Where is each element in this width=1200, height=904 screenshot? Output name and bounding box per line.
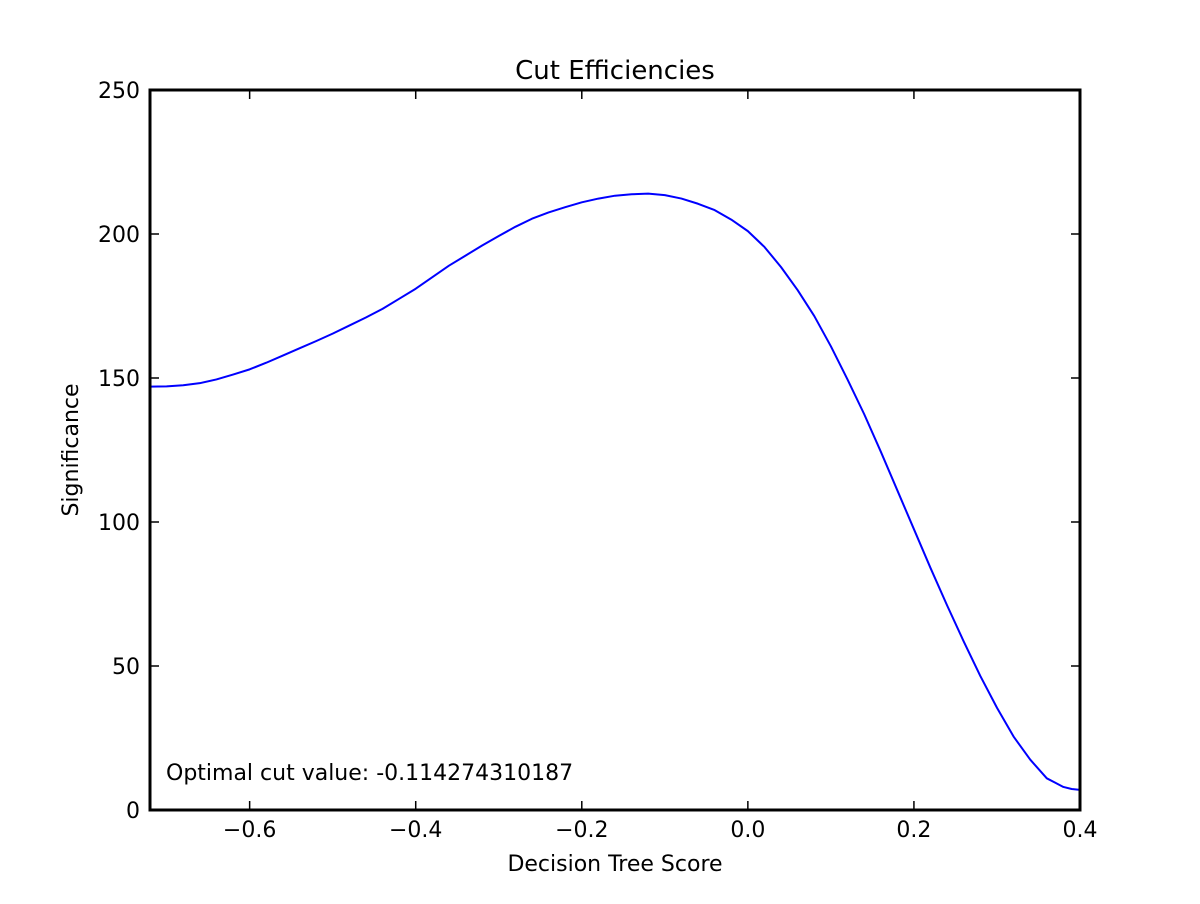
axes-frame bbox=[148, 88, 1082, 812]
y-tick-label: 150 bbox=[98, 367, 140, 392]
y-tick-labels: 0 50 100 150 200 250 bbox=[98, 79, 140, 824]
x-axis-label: Decision Tree Score bbox=[507, 852, 722, 877]
plot-area bbox=[148, 88, 1082, 812]
series-line bbox=[149, 192, 1081, 791]
chart-title: Cut Efficiencies bbox=[515, 56, 715, 86]
x-tick-label: 0.0 bbox=[730, 818, 765, 843]
x-tick-label: 0.4 bbox=[1063, 818, 1098, 843]
x-tick-label: 0.2 bbox=[896, 818, 931, 843]
optimal-cut-annotation: Optimal cut value: -0.114274310187 bbox=[166, 761, 573, 786]
x-tick-label: −0.2 bbox=[555, 818, 608, 843]
x-tick-label: −0.6 bbox=[223, 818, 276, 843]
y-tick-label: 200 bbox=[98, 223, 140, 248]
y-tick-label: 250 bbox=[98, 79, 140, 104]
y-tick-label: 100 bbox=[98, 511, 140, 536]
y-axis-label: Significance bbox=[59, 383, 84, 516]
x-tick-label: −0.4 bbox=[389, 818, 442, 843]
y-tick-label: 0 bbox=[126, 799, 140, 824]
x-tick-labels: −0.6 −0.4 −0.2 0.0 0.2 0.4 bbox=[223, 818, 1098, 843]
y-tick-label: 50 bbox=[112, 655, 140, 680]
